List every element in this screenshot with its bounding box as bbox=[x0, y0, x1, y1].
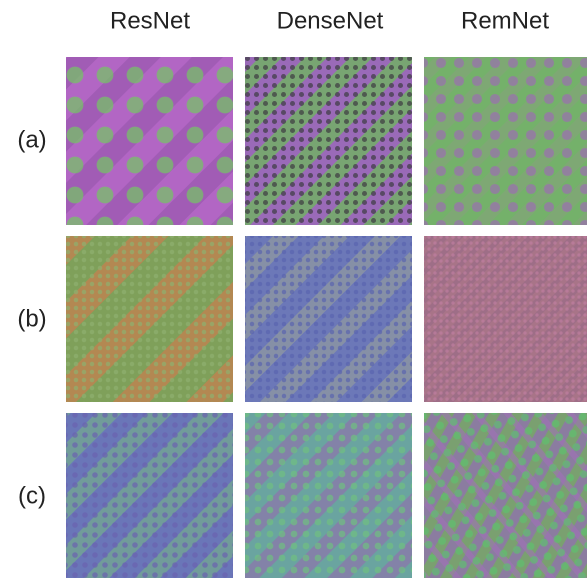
feature-visualization bbox=[66, 57, 233, 225]
feature-visualization bbox=[245, 413, 412, 578]
feature-visualization bbox=[66, 236, 233, 402]
row-label: (c) bbox=[18, 482, 46, 509]
tile-texture bbox=[424, 57, 587, 225]
tile-texture bbox=[66, 236, 233, 402]
tile-texture bbox=[66, 57, 233, 225]
column-header: RemNet bbox=[461, 7, 549, 34]
tile-texture bbox=[424, 236, 587, 402]
tile-texture bbox=[66, 413, 233, 578]
tile-texture bbox=[245, 57, 412, 225]
row-label: (a) bbox=[17, 126, 46, 153]
feature-visualization bbox=[424, 413, 587, 578]
feature-visualization bbox=[245, 57, 412, 225]
feature-visualization bbox=[245, 236, 412, 402]
feature-visualization bbox=[66, 413, 233, 578]
row-label: (b) bbox=[17, 305, 46, 332]
feature-visualization bbox=[424, 236, 587, 402]
feature-visualization bbox=[424, 57, 587, 225]
column-header: DenseNet bbox=[277, 7, 384, 34]
column-header: ResNet bbox=[110, 7, 190, 34]
tile-texture bbox=[245, 236, 412, 402]
tile-texture bbox=[424, 413, 587, 578]
tile-texture bbox=[245, 413, 412, 578]
